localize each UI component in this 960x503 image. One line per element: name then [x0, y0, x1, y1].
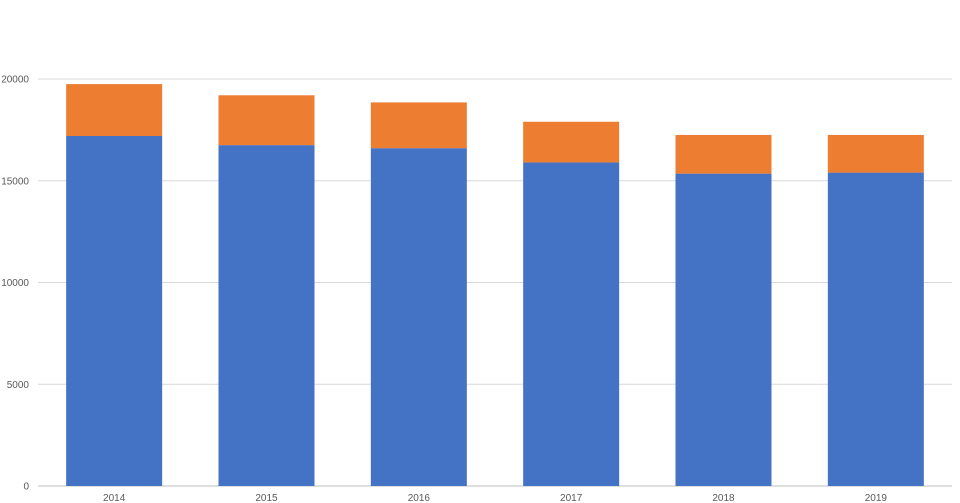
bar-series-1-2016 [370, 148, 467, 486]
bar-series-2-2014 [66, 84, 163, 136]
bars [66, 84, 924, 487]
x-tick-label: 2014 [103, 493, 126, 503]
x-tick-label: 2018 [712, 493, 735, 503]
y-tick-label: 20000 [1, 75, 29, 86]
bar-series-2-2019 [827, 134, 924, 173]
bar-series-2-2015 [218, 95, 315, 146]
x-tick-label: 2019 [865, 493, 888, 503]
y-tick-label: 10000 [1, 278, 29, 289]
bar-series-1-2019 [827, 172, 924, 487]
x-axis-ticks: 2014 2015 2016 2017 2018 2019 [103, 493, 887, 503]
y-tick-label: 0 [23, 482, 29, 493]
x-tick-label: 2017 [560, 493, 583, 503]
bar-series-2-2016 [370, 102, 467, 149]
bar-series-1-2018 [675, 173, 772, 486]
bar-series-1-2015 [218, 145, 315, 486]
bar-series-2-2018 [675, 134, 772, 174]
bar-series-2-2017 [523, 121, 620, 163]
y-tick-label: 15000 [1, 176, 29, 187]
x-tick-label: 2016 [408, 493, 431, 503]
y-tick-label: 5000 [7, 380, 30, 391]
x-tick-label: 2015 [255, 493, 278, 503]
gridlines [38, 78, 952, 487]
bar-series-1-2014 [66, 135, 163, 487]
y-axis-ticks: 0 5000 10000 15000 20000 [1, 75, 29, 493]
bar-series-1-2017 [523, 162, 620, 486]
